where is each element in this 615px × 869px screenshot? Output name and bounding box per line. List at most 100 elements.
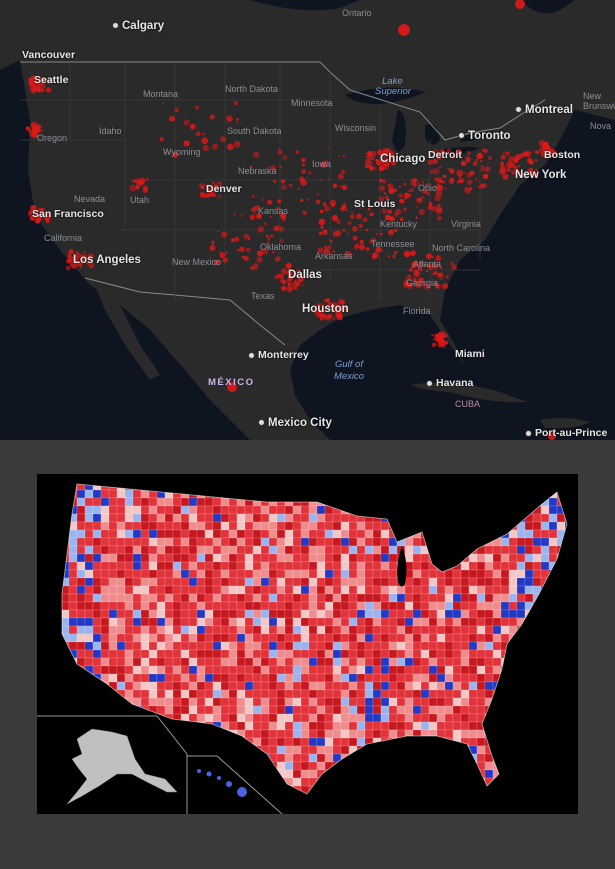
county-cell <box>428 657 438 667</box>
county-cell <box>260 489 270 499</box>
county-cell <box>180 585 190 595</box>
county-cell <box>468 721 478 731</box>
county-cell <box>349 810 357 814</box>
city-toronto[interactable]: Toronto <box>458 130 511 143</box>
county-cell <box>460 505 470 515</box>
hotspot-map[interactable]: Ontario Montana North Dakota Minnesota W… <box>0 0 615 440</box>
county-cell <box>500 657 510 667</box>
county-cell <box>124 609 134 619</box>
county-cell <box>396 769 406 779</box>
county-cell <box>84 545 94 555</box>
county-cell <box>372 721 382 731</box>
county-cell <box>148 681 158 691</box>
county-cell <box>549 802 557 810</box>
county-cell <box>364 721 374 731</box>
county-cell <box>564 649 567 659</box>
county-cell <box>260 721 270 731</box>
county-cell <box>204 484 214 491</box>
hotspot-dot <box>512 166 519 173</box>
county-cell <box>116 601 126 611</box>
city-miami[interactable]: Miami <box>455 348 485 360</box>
county-cell <box>460 689 470 699</box>
county-cell <box>484 497 494 507</box>
label-mexico: MÉXICO <box>208 377 255 388</box>
county-cell <box>62 793 70 794</box>
hotspot-dot <box>341 184 348 191</box>
county-cell <box>332 569 342 579</box>
hotspot-dot <box>337 155 340 158</box>
county-cell <box>76 705 86 715</box>
city-montreal[interactable]: Montreal <box>515 104 573 117</box>
county-cell <box>45 522 53 530</box>
county-cell <box>428 729 438 739</box>
county-cell <box>53 794 61 802</box>
county-cell <box>413 474 421 482</box>
county-cell <box>380 505 390 515</box>
county-cell <box>316 633 326 643</box>
county-cell <box>540 513 550 523</box>
county-cell <box>292 617 302 627</box>
county-choropleth-map[interactable] <box>37 474 578 814</box>
city-vancouver[interactable]: Vancouver <box>22 49 76 61</box>
county-cell <box>213 474 221 482</box>
city-los-angeles[interactable]: Los Angeles <box>73 254 141 266</box>
city-houston[interactable]: Houston <box>302 303 349 315</box>
hotspot-dot <box>550 155 553 158</box>
hotspot-dot <box>510 169 513 172</box>
hotspot-dot <box>265 234 269 238</box>
city-port-au-prince[interactable]: Port-au-Prince <box>525 428 607 439</box>
county-cell <box>324 489 334 499</box>
county-cell <box>148 497 158 507</box>
hotspot-dot <box>88 261 95 269</box>
city-seattle[interactable]: Seattle <box>34 74 69 86</box>
county-cell <box>508 569 518 579</box>
city-boston[interactable]: Boston <box>544 149 581 161</box>
county-cell <box>196 545 206 555</box>
county-cell <box>45 722 53 730</box>
city-mexico-city[interactable]: Mexico City <box>258 417 332 430</box>
city-st-louis[interactable]: St Louis <box>354 198 396 210</box>
county-cell <box>548 484 558 491</box>
county-cell <box>228 601 238 611</box>
county-cell <box>573 594 578 602</box>
county-cell <box>109 802 117 810</box>
county-cell <box>548 601 558 611</box>
county-cell <box>53 650 61 658</box>
county-cell <box>253 802 261 810</box>
county-cell <box>164 529 174 539</box>
county-cell <box>540 641 550 651</box>
county-cell <box>245 474 253 482</box>
city-chicago[interactable]: Chicago <box>380 153 426 165</box>
county-cell <box>316 689 326 699</box>
city-denver[interactable]: Denver <box>206 183 242 195</box>
county-cell <box>412 721 422 731</box>
city-monterrey[interactable]: Monterrey <box>248 350 309 361</box>
county-cell <box>316 713 326 723</box>
county-cell <box>268 721 278 731</box>
county-cell <box>124 513 134 523</box>
county-cell <box>332 609 342 619</box>
city-san-francisco[interactable]: San Francisco <box>32 208 104 220</box>
county-cell <box>492 641 502 651</box>
county-cell <box>180 513 190 523</box>
county-cell <box>428 609 438 619</box>
city-dallas[interactable]: Dallas <box>288 269 322 281</box>
county-cell <box>508 641 518 651</box>
county-cell <box>532 681 542 691</box>
county-cell <box>204 553 214 563</box>
county-cell <box>101 802 109 810</box>
city-detroit[interactable]: Detroit <box>428 149 462 161</box>
county-cell <box>372 529 382 539</box>
county-cell <box>132 745 142 755</box>
county-cell <box>428 769 438 779</box>
county-cell <box>228 537 238 547</box>
city-new-york[interactable]: New York <box>515 169 567 181</box>
county-cell <box>316 673 326 683</box>
city-havana[interactable]: Havana <box>426 378 473 389</box>
county-cell <box>404 697 414 707</box>
county-cell <box>269 474 277 482</box>
city-calgary[interactable]: Calgary <box>112 20 164 33</box>
county-cell <box>252 793 262 794</box>
county-cell <box>244 673 254 683</box>
county-cell <box>332 489 342 499</box>
